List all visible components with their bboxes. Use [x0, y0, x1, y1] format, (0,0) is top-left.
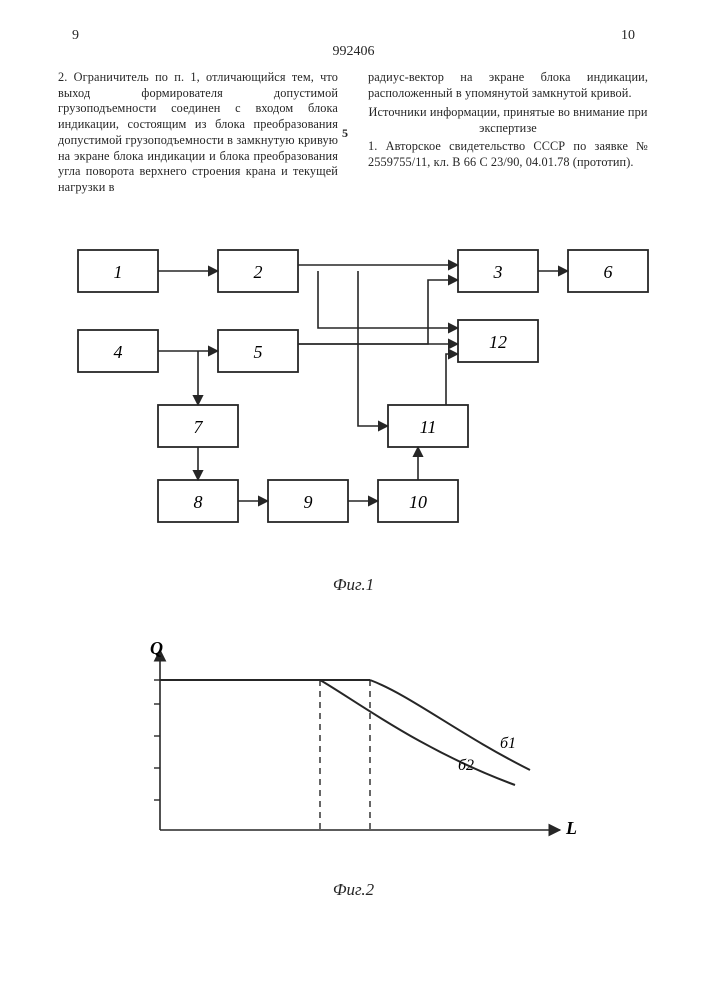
column-left: 2. Ограничитель по п. 1, отличающийся те… [58, 70, 338, 196]
load-chart: Q L б1 б2 [120, 640, 580, 860]
svg-text:4: 4 [114, 342, 123, 362]
diagram-nodes: 1 2 3 6 4 5 12 7 11 8 9 10 [78, 250, 648, 522]
node-10: 10 [378, 480, 458, 522]
column-right: 5 радиус-вектор на экране блока индикаци… [360, 70, 648, 196]
svg-text:12: 12 [489, 332, 507, 352]
page-number-right: 10 [621, 28, 635, 44]
q-axis-label: Q [150, 638, 163, 658]
node-5: 5 [218, 330, 298, 372]
node-9: 9 [268, 480, 348, 522]
svg-text:8: 8 [194, 492, 203, 512]
diagram-edges [158, 265, 568, 501]
l-axis-label: L [565, 818, 577, 838]
node-8: 8 [158, 480, 238, 522]
curve-b2-label: б2 [458, 757, 474, 774]
node-4: 4 [78, 330, 158, 372]
line-ref-5: 5 [342, 126, 348, 141]
svg-text:1: 1 [114, 262, 123, 282]
figure-2-label: Фиг.2 [0, 880, 707, 900]
document-id: 992406 [333, 44, 375, 60]
sources-heading: Источники информации, принятые во вниман… [368, 105, 648, 136]
block-diagram: 1 2 3 6 4 5 12 7 11 8 9 10 [58, 240, 648, 540]
col-right-p1: радиус-вектор на экране блока индикации,… [368, 70, 648, 101]
svg-text:3: 3 [493, 262, 503, 282]
page-number-left: 9 [72, 28, 79, 44]
text-columns: 2. Ограничитель по п. 1, отличающийся те… [58, 70, 648, 196]
figure-1-label: Фиг.1 [0, 575, 707, 595]
svg-text:5: 5 [254, 342, 263, 362]
node-12: 12 [458, 320, 538, 362]
node-1: 1 [78, 250, 158, 292]
node-6: 6 [568, 250, 648, 292]
svg-text:7: 7 [194, 417, 204, 437]
svg-text:10: 10 [409, 492, 427, 512]
node-11: 11 [388, 405, 468, 447]
col-right-p2: 1. Авторское свидетельство СССР по заявк… [368, 139, 648, 170]
node-7: 7 [158, 405, 238, 447]
svg-text:11: 11 [420, 417, 437, 437]
node-2: 2 [218, 250, 298, 292]
svg-text:6: 6 [604, 262, 613, 282]
node-3: 3 [458, 250, 538, 292]
curve-b1-label: б1 [500, 735, 516, 752]
claim-2-text: 2. Ограничитель по п. 1, отличающийся те… [58, 70, 338, 194]
svg-text:2: 2 [254, 262, 263, 282]
svg-text:9: 9 [304, 492, 313, 512]
